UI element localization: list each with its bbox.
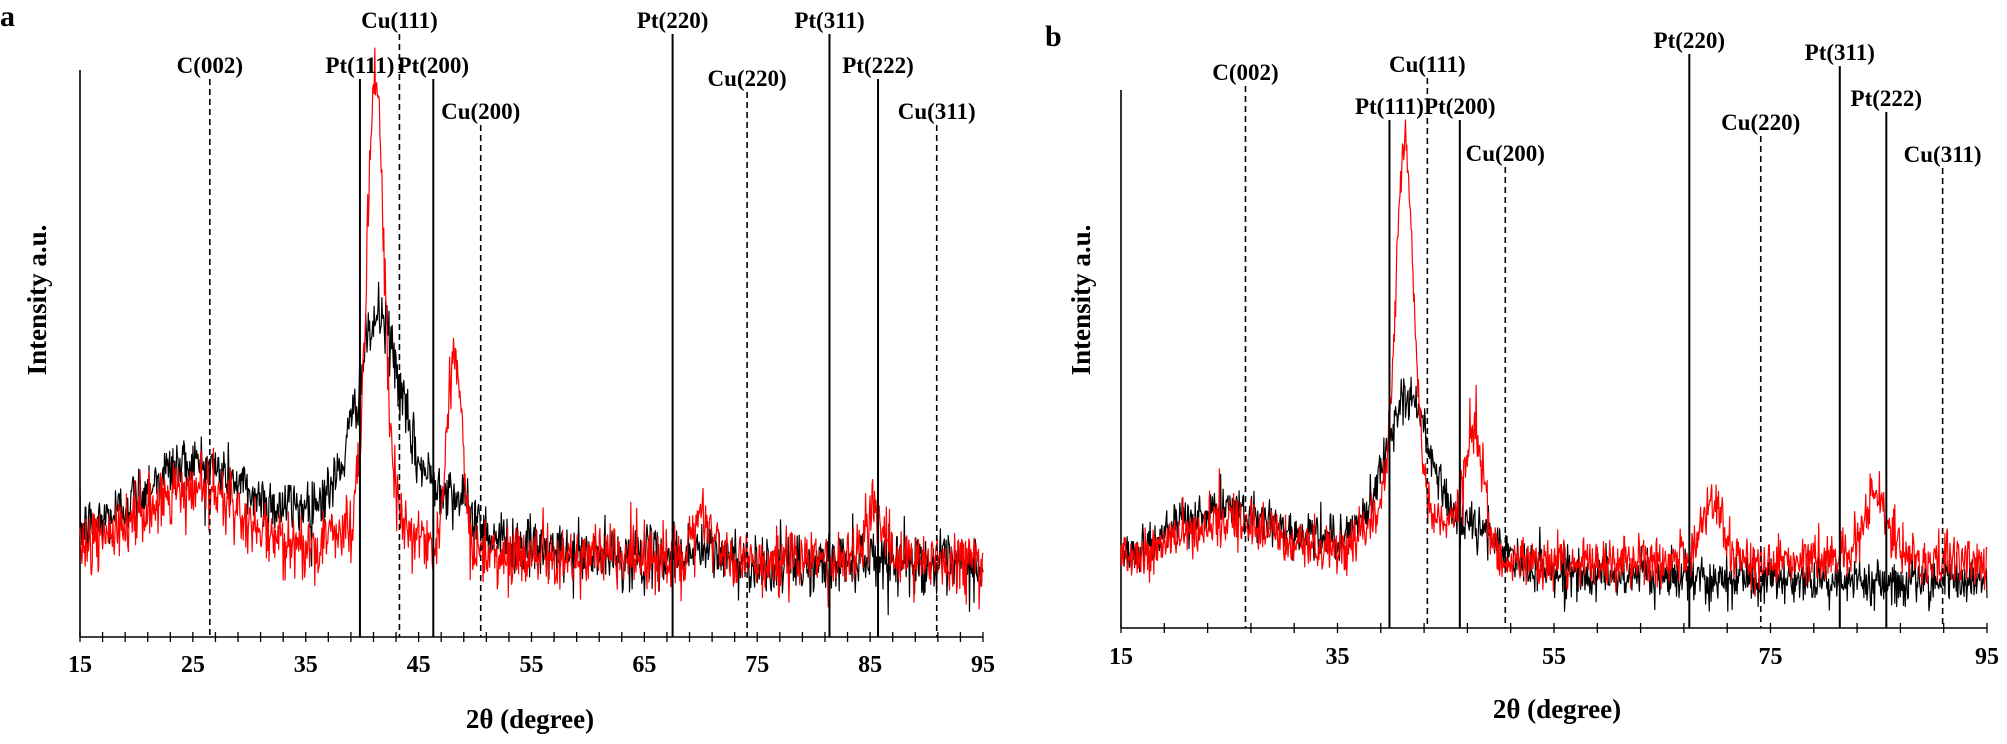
x-tick-label: 75 xyxy=(745,652,769,678)
x-tick-label: 55 xyxy=(1542,644,1566,670)
x-tick-label: 65 xyxy=(632,652,656,678)
x-tick-label: 35 xyxy=(294,652,318,678)
reference-line-label: Cu(111) xyxy=(361,8,438,33)
x-axis-title: 2θ (degree) xyxy=(466,704,594,734)
reference-line-label: Pt(220) xyxy=(637,8,709,33)
panel-b-plot: 15 35 55 75 95 2θ (degree) Intensity a.u. C(002… xyxy=(1066,28,1999,724)
reference-line-label: Pt(222) xyxy=(1851,86,1923,111)
reference-line-label: Pt(111) xyxy=(325,53,394,78)
reference-line-label: Cu(200) xyxy=(441,99,520,124)
reference-line-label: Cu(311) xyxy=(898,99,976,124)
panel-a-letter: a xyxy=(0,0,15,33)
reference-line-label: Cu(311) xyxy=(1904,142,1982,167)
series-red-trace xyxy=(79,47,984,610)
panel-a-plot: 15 25 35 45 55 65 75 85 95 2θ (degree) Intensity a… xyxy=(22,8,995,734)
x-tick-label: 85 xyxy=(858,652,882,678)
reference-line-label: Pt(311) xyxy=(1805,40,1875,65)
y-axis-title: Intensity a.u. xyxy=(1066,225,1096,376)
x-axis-title: 2θ (degree) xyxy=(1493,694,1621,724)
x-tick-label: 15 xyxy=(68,652,92,678)
reference-line-label: Pt(200) xyxy=(1424,94,1496,119)
reference-line-label: Cu(220) xyxy=(1721,110,1800,135)
x-tick-label: 55 xyxy=(520,652,544,678)
x-tick-label: 45 xyxy=(407,652,431,678)
x-tick-label: 95 xyxy=(1975,644,1999,670)
reference-line-label: C(002) xyxy=(1212,60,1278,85)
reference-line-label: C(002) xyxy=(177,53,243,78)
x-tick-label: 75 xyxy=(1759,644,1783,670)
reference-line-label: Pt(222) xyxy=(842,53,914,78)
series-red-trace xyxy=(1120,119,1988,597)
reference-line-label: Cu(111) xyxy=(1389,52,1466,77)
x-tick-label: 25 xyxy=(181,652,205,678)
reference-line-label: Cu(200) xyxy=(1466,141,1545,166)
x-tick-label: 95 xyxy=(971,652,995,678)
x-tick-label: 35 xyxy=(1326,644,1350,670)
panel-b-letter: b xyxy=(1045,20,1062,53)
reference-line-label: Pt(200) xyxy=(398,53,470,78)
y-axis-title: Intensity a.u. xyxy=(22,225,52,376)
x-tick-label: 15 xyxy=(1109,644,1133,670)
reference-line-label: Pt(111) xyxy=(1355,94,1424,119)
reference-line-label: Cu(220) xyxy=(707,66,786,91)
reference-line-label: Pt(311) xyxy=(794,8,864,33)
reference-line-label: Pt(220) xyxy=(1654,28,1726,53)
